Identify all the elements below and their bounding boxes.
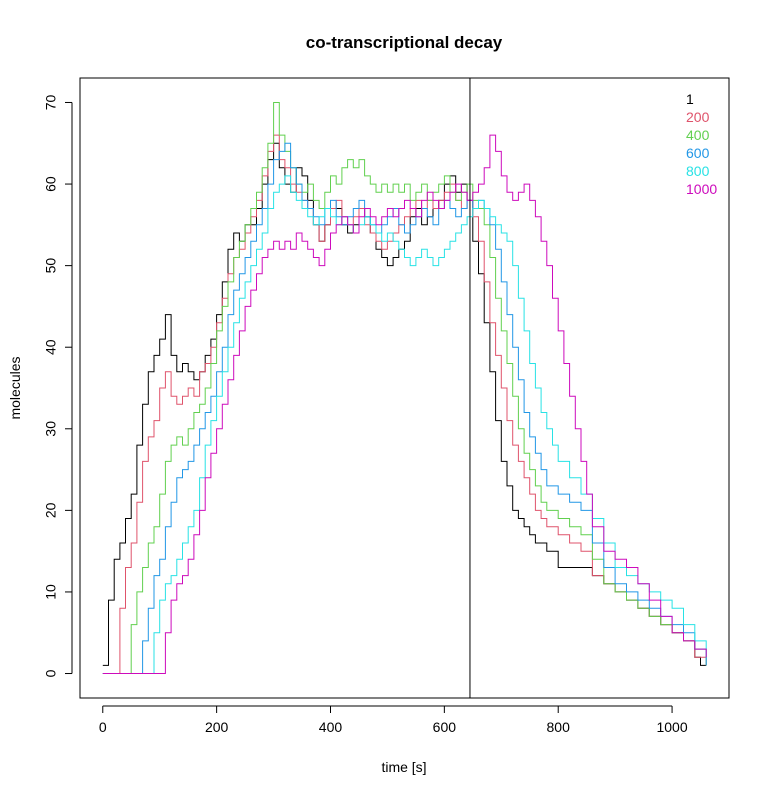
x-axis: 0 200 400 600 800 1000 [99,705,688,735]
series-line-1000 [102,134,707,674]
chart-title: co-transcriptional decay [306,33,503,52]
y-tick-label: 60 [43,176,59,192]
x-tick-label: 800 [547,719,571,735]
legend-entry-400: 400 [686,127,710,143]
y-tick-label: 70 [43,94,59,110]
y-axis: 0 10 20 30 40 50 60 70 [43,94,73,677]
x-tick-label: 400 [319,719,343,735]
series-line-200 [102,134,707,674]
legend: 1 200 400 600 800 1000 [686,91,717,197]
x-tick-label: 600 [433,719,457,735]
x-tick-label: 200 [205,719,229,735]
y-tick-label: 10 [43,584,59,600]
legend-entry-1: 1 [686,91,694,107]
y-tick-label: 50 [43,258,59,274]
x-tick-label: 1000 [656,719,687,735]
y-tick-label: 20 [43,502,59,518]
plot-area [102,78,707,698]
series-line-800 [102,175,707,674]
y-tick-label: 0 [43,669,59,677]
x-axis-label: time [s] [381,759,426,775]
y-tick-label: 30 [43,421,59,437]
plot-frame [79,77,730,699]
y-axis-label: molecules [7,356,23,419]
legend-entry-800: 800 [686,163,710,179]
legend-entry-1000: 1000 [686,181,717,197]
y-tick-label: 40 [43,339,59,355]
x-tick-label: 0 [99,719,107,735]
legend-entry-600: 600 [686,145,710,161]
series-line-400 [102,102,707,674]
series-line-600 [102,142,707,674]
legend-entry-200: 200 [686,109,710,125]
